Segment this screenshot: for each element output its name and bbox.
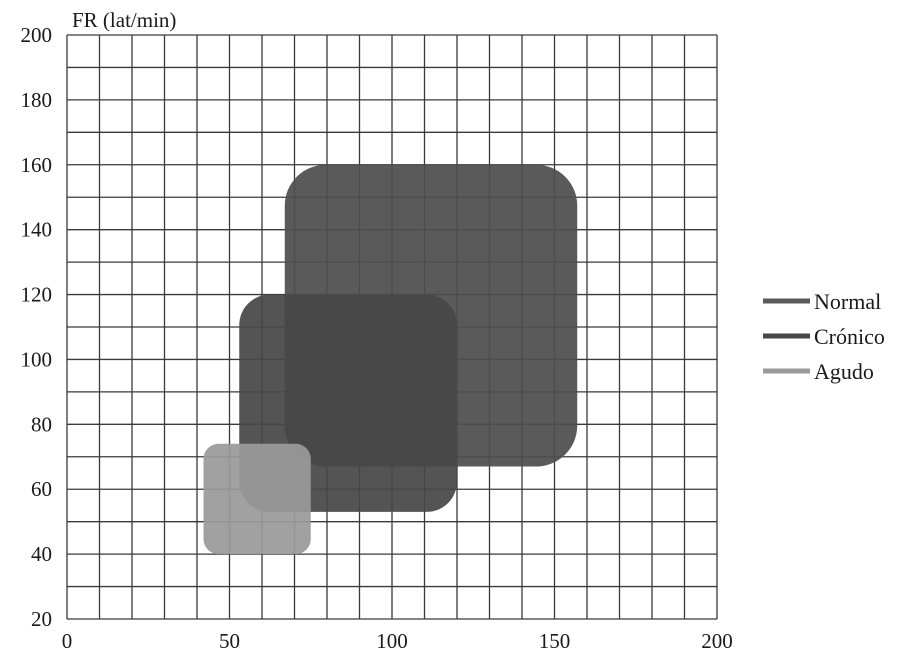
- y-tick-label: 60: [31, 477, 52, 501]
- x-tick-label: 50: [219, 629, 240, 653]
- y-tick-label: 40: [31, 542, 52, 566]
- y-tick-label: 180: [21, 88, 53, 112]
- region-agudo: [203, 443, 311, 555]
- y-tick-label: 80: [31, 412, 52, 436]
- y-tick-label: 100: [21, 347, 53, 371]
- x-tick-label: 0: [62, 629, 73, 653]
- y-tick-label: 200: [21, 23, 53, 47]
- x-tick-label: 200: [701, 629, 733, 653]
- regions: [203, 164, 578, 555]
- x-tick-labels: 0 50 100 150 200: [62, 629, 733, 653]
- legend-label: Crónico: [814, 324, 885, 349]
- x-tick-label: 150: [539, 629, 571, 653]
- y-tick-label: 20: [31, 607, 52, 631]
- legend-label: Agudo: [814, 359, 874, 384]
- legend-label: Normal: [814, 289, 881, 314]
- y-tick-label: 140: [21, 218, 53, 242]
- y-axis-title: FR (lat/min): [72, 8, 176, 32]
- y-tick-labels: 20 40 60 80 100 120 140 160 180 200: [21, 23, 53, 631]
- legend: Normal Crónico Agudo: [763, 289, 885, 384]
- y-tick-label: 160: [21, 153, 53, 177]
- x-tick-label: 100: [376, 629, 408, 653]
- y-tick-label: 120: [21, 283, 53, 307]
